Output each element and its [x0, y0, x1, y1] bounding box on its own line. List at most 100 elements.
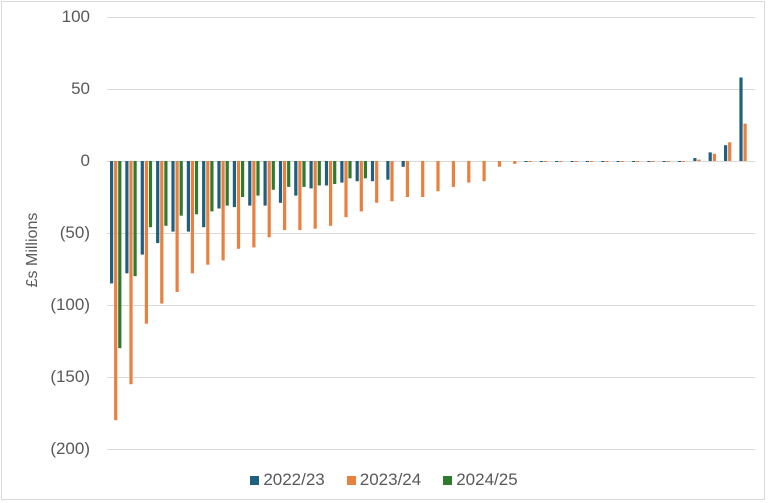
legend-swatch-icon [443, 475, 453, 485]
bar-2022-23 [539, 161, 543, 162]
bar-2023-24 [528, 161, 532, 162]
bar-2023-24 [390, 161, 394, 202]
bar-2023-24 [620, 161, 624, 162]
bar-2023-24 [252, 161, 256, 248]
bar-2022-23 [693, 158, 697, 161]
bar-2023-24 [359, 161, 363, 212]
bar-2023-24 [682, 161, 686, 162]
legend: 2022/23 2023/24 2024/25 [0, 470, 768, 490]
bar-2023-24 [743, 123, 747, 161]
legend-item-2024-25: 2024/25 [443, 470, 518, 490]
bar-2023-24 [421, 161, 425, 197]
bar-2024-25 [317, 161, 321, 186]
y-tick-neg200: (200) [50, 439, 90, 458]
bar-2022-23 [232, 161, 236, 208]
bar-2024-25 [302, 161, 306, 187]
bar-2024-25 [287, 161, 291, 187]
bar-2022-23 [739, 77, 743, 161]
bar-2023-24 [574, 161, 578, 162]
gridline [107, 377, 755, 378]
bar-2022-23 [555, 161, 559, 162]
gridline [107, 233, 755, 234]
bar-2024-25 [179, 161, 183, 216]
bar-2023-24 [728, 142, 732, 161]
bar-2022-23 [278, 161, 283, 203]
bar-2023-24 [160, 161, 164, 304]
bar-2022-23 [524, 161, 528, 162]
bar-2023-24 [467, 161, 471, 183]
bar-2023-24 [405, 161, 409, 197]
bar-2023-24 [267, 161, 271, 238]
bar-2022-23 [677, 161, 682, 162]
bar-2024-25 [225, 161, 229, 206]
legend-label: 2023/24 [359, 470, 422, 489]
bar-2024-25 [241, 161, 245, 197]
y-tick-100: 100 [61, 7, 90, 26]
bar-2023-24 [221, 161, 225, 261]
bar-2022-23 [309, 161, 313, 189]
bar-2024-25 [348, 161, 352, 179]
bar-2023-24 [298, 161, 302, 231]
bar-2023-24 [175, 161, 179, 292]
legend-label: 2024/25 [456, 470, 518, 489]
bar-2023-24 [129, 161, 133, 385]
bar-2022-23 [724, 145, 728, 161]
bar-2022-23 [140, 161, 144, 255]
bar-2022-23 [248, 161, 252, 206]
bar-2022-23 [340, 161, 344, 183]
bar-2022-23 [370, 161, 375, 182]
bar-2022-23 [570, 161, 574, 162]
bar-2022-23 [217, 161, 221, 209]
bar-2023-24 [144, 161, 148, 324]
bar-2022-23 [647, 161, 651, 162]
bar-2024-25 [118, 161, 122, 349]
bar-2023-24 [497, 161, 502, 167]
bar-2023-24 [206, 161, 210, 265]
legend-item-2023-24: 2023/24 [346, 470, 422, 490]
y-tick-neg50: (50) [59, 223, 90, 242]
gridline [107, 449, 755, 450]
gridline [107, 89, 755, 90]
bar-2022-23 [708, 152, 712, 161]
bar-2022-23 [263, 161, 267, 206]
bar-2023-24 [589, 161, 594, 162]
bar-2024-25 [363, 161, 367, 179]
bar-2022-23 [171, 161, 175, 232]
y-tick-neg150: (150) [50, 367, 90, 386]
bar-2022-23 [601, 161, 605, 162]
y-tick-50: 50 [71, 79, 90, 98]
bar-2022-23 [631, 161, 636, 162]
bar-2024-25 [256, 161, 260, 196]
bar-2024-25 [148, 161, 153, 228]
bar-2022-23 [662, 161, 666, 162]
bar-2023-24 [344, 161, 348, 218]
bar-2023-24 [236, 161, 241, 249]
legend-swatch-icon [250, 475, 260, 485]
bar-2023-24 [114, 161, 118, 421]
bar-2022-23 [401, 161, 405, 167]
bar-2022-23 [186, 161, 190, 232]
bar-2023-24 [605, 161, 609, 162]
bar-2022-23 [355, 161, 359, 182]
legend-item-2022-23: 2022/23 [250, 470, 325, 490]
bar-2023-24 [451, 161, 455, 187]
bar-2023-24 [651, 161, 655, 162]
bar-2023-24 [190, 161, 194, 274]
bar-2023-24 [636, 161, 640, 162]
bar-2023-24 [375, 161, 379, 203]
bar-2023-24 [712, 153, 716, 161]
bar-2023-24 [697, 159, 701, 161]
legend-swatch-icon [346, 475, 356, 485]
bar-2024-25 [333, 161, 337, 184]
bar-2023-24 [666, 161, 670, 162]
bar-2022-23 [386, 161, 390, 180]
bar-2023-24 [513, 161, 517, 164]
bar-2022-23 [294, 161, 298, 196]
bar-2023-24 [436, 161, 440, 192]
bar-2022-23 [125, 161, 129, 274]
gridline [107, 17, 755, 18]
bar-2022-23 [585, 161, 589, 162]
bar-2023-24 [283, 161, 287, 231]
bar-2023-24 [482, 161, 486, 182]
